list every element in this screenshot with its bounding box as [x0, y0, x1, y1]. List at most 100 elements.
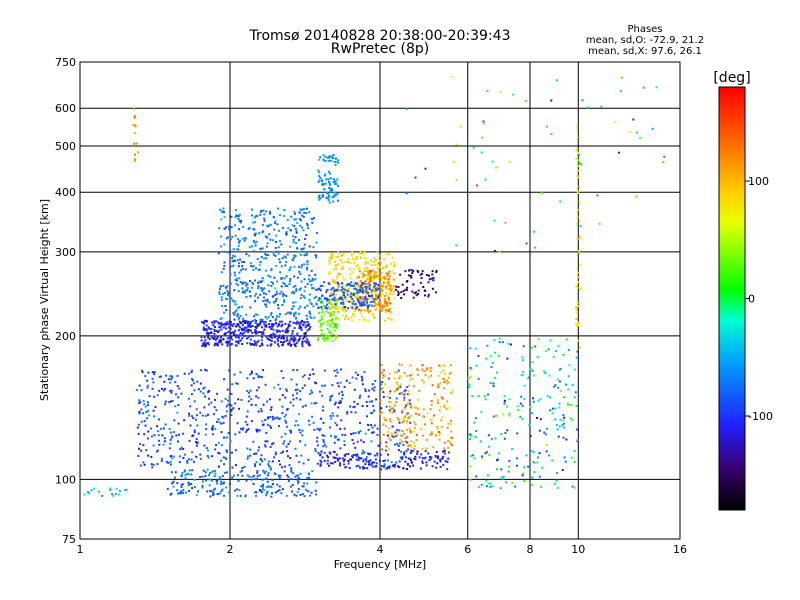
data-point: [321, 409, 324, 412]
data-point: [303, 278, 306, 281]
data-point: [263, 213, 266, 216]
data-point: [273, 228, 276, 231]
data-point: [243, 465, 246, 468]
data-point: [489, 381, 492, 384]
data-point: [519, 415, 522, 418]
data-point: [447, 381, 450, 384]
data-point: [304, 334, 307, 337]
data-point: [292, 321, 295, 324]
data-point: [254, 342, 257, 345]
data-point: [254, 234, 257, 237]
data-point: [335, 334, 338, 337]
data-point: [262, 403, 265, 406]
data-point: [208, 338, 211, 341]
data-point: [296, 332, 299, 335]
data-point: [367, 309, 370, 312]
data-point: [404, 435, 407, 438]
data-point: [115, 487, 118, 490]
data-point: [614, 121, 617, 124]
data-point: [241, 343, 244, 345]
data-point: [575, 428, 578, 431]
data-point: [205, 329, 208, 332]
data-point: [404, 270, 407, 273]
data-point: [271, 325, 274, 327]
data-point: [397, 449, 400, 452]
data-point: [324, 182, 327, 185]
data-point: [517, 408, 520, 411]
data-point: [241, 469, 243, 472]
data-point: [328, 201, 331, 204]
data-point: [312, 287, 315, 290]
data-point: [150, 456, 153, 458]
data-point: [249, 322, 251, 325]
data-point: [282, 450, 284, 453]
data-point: [246, 337, 248, 340]
data-point: [378, 296, 381, 299]
data-point: [407, 401, 410, 404]
data-point: [292, 338, 295, 341]
data-point: [531, 361, 534, 364]
data-point: [229, 343, 232, 346]
data-point: [213, 332, 216, 335]
data-point: [276, 490, 279, 493]
data-point: [229, 410, 232, 413]
data-point: [333, 329, 336, 332]
data-point: [438, 364, 441, 367]
data-point: [380, 295, 383, 298]
data-point: [351, 439, 354, 441]
data-point: [365, 278, 368, 281]
data-point: [506, 429, 509, 432]
data-point: [224, 286, 227, 289]
data-point: [252, 228, 255, 231]
data-point: [362, 289, 365, 292]
data-point: [274, 473, 277, 476]
data-point: [405, 192, 408, 195]
data-point: [396, 371, 399, 374]
data-point: [484, 178, 487, 181]
data-point: [303, 495, 306, 498]
data-point: [227, 330, 230, 333]
data-point: [338, 457, 341, 460]
data-point: [532, 397, 535, 400]
data-point: [259, 318, 262, 321]
data-point: [317, 299, 320, 302]
data-point: [371, 269, 374, 272]
data-point: [150, 463, 153, 466]
data-point: [312, 305, 315, 308]
data-point: [301, 387, 304, 390]
data-point: [435, 451, 438, 453]
data-point: [292, 241, 295, 244]
data-point: [378, 276, 381, 279]
data-point: [421, 457, 424, 460]
data-point: [322, 439, 325, 441]
data-point: [290, 470, 293, 473]
data-point: [306, 321, 309, 323]
data-point: [223, 216, 226, 218]
data-point: [363, 300, 366, 302]
data-point: [170, 455, 173, 457]
data-point: [406, 286, 409, 289]
data-point: [220, 459, 223, 462]
data-point: [295, 230, 298, 233]
data-point: [573, 450, 576, 452]
data-point: [521, 404, 524, 407]
data-point: [385, 405, 388, 408]
data-point: [401, 421, 404, 424]
data-point: [357, 298, 360, 301]
data-point: [337, 161, 340, 164]
data-point: [241, 265, 244, 267]
data-point: [399, 456, 402, 459]
data-point: [576, 175, 579, 178]
data-point: [367, 306, 369, 309]
data-point: [160, 459, 163, 462]
data-point: [362, 282, 365, 284]
data-point: [237, 244, 240, 247]
data-point: [197, 388, 200, 391]
data-point: [412, 442, 415, 445]
data-point: [133, 116, 136, 119]
data-point: [480, 151, 483, 154]
data-point: [347, 318, 350, 321]
data-point: [284, 256, 287, 259]
data-point: [246, 429, 248, 432]
data-point: [440, 419, 443, 422]
